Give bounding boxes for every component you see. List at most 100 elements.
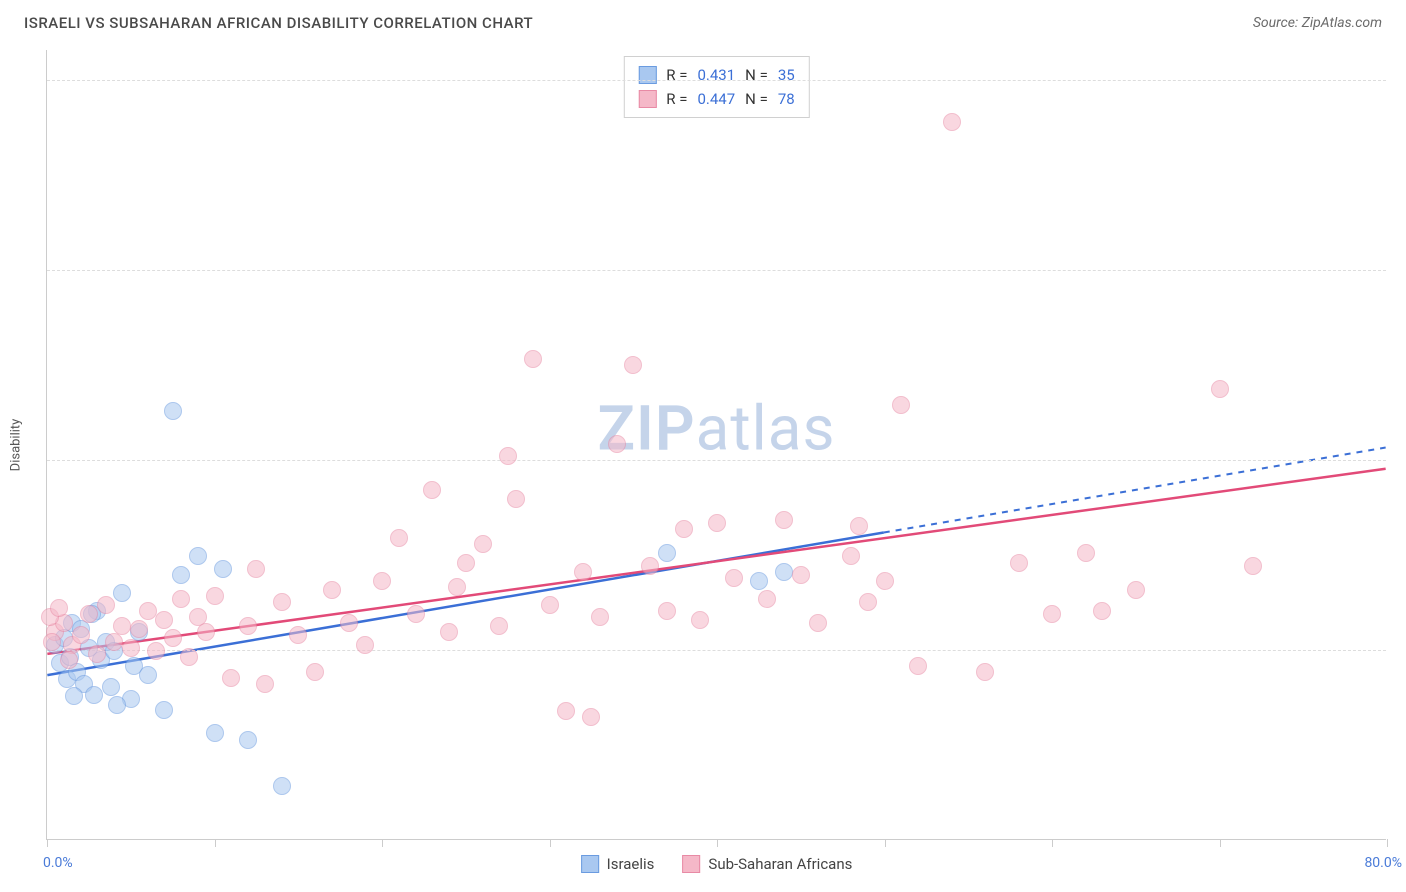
x-tick [550,839,551,847]
y-axis-label: Disability [9,419,24,472]
legend-label-israelis: Israelis [607,855,655,873]
point-subsaharan [976,663,994,681]
point-subsaharan [809,614,827,632]
point-subsaharan [130,620,148,638]
point-subsaharan [222,669,240,687]
label-R: R = [666,87,687,111]
point-subsaharan [725,569,743,587]
point-israelis [113,584,131,602]
gridline [47,270,1386,271]
point-subsaharan [239,617,257,635]
watermark-zip: ZIP [598,392,696,465]
chart-header: ISRAELI VS SUBSAHARAN AFRICAN DISABILITY… [0,0,1406,42]
point-subsaharan [72,626,90,644]
point-subsaharan [80,605,98,623]
point-israelis [65,687,83,705]
point-subsaharan [457,554,475,572]
point-subsaharan [541,596,559,614]
point-subsaharan [206,587,224,605]
legend-row-israelis: R = 0.431 N = 35 [638,63,794,87]
point-subsaharan [147,642,165,660]
point-subsaharan [574,563,592,581]
gridline [47,460,1386,461]
watermark-atlas: atlas [696,392,836,465]
point-subsaharan [1010,554,1028,572]
point-israelis [214,560,232,578]
x-tick [1220,839,1221,847]
point-subsaharan [164,629,182,647]
point-subsaharan [758,590,776,608]
watermark: ZIPatlas [598,392,836,465]
point-subsaharan [582,708,600,726]
series-legend: Israelis Sub-Saharan Africans [581,855,853,873]
point-subsaharan [850,517,868,535]
point-subsaharan [373,572,391,590]
point-subsaharan [490,617,508,635]
point-israelis [139,666,157,684]
point-subsaharan [423,481,441,499]
point-israelis [658,544,676,562]
point-subsaharan [557,702,575,720]
plot-area: ZIPatlas R = 0.431 N = 35 R = 0.447 N = … [46,50,1386,840]
point-subsaharan [390,529,408,547]
point-israelis [189,547,207,565]
point-subsaharan [876,572,894,590]
point-subsaharan [1127,581,1145,599]
x-axis-min-label: 0.0% [43,855,73,871]
chart-title: ISRAELI VS SUBSAHARAN AFRICAN DISABILITY… [24,14,533,32]
point-subsaharan [180,648,198,666]
point-israelis [775,563,793,581]
point-subsaharan [306,663,324,681]
value-R-subsaharan: 0.447 [697,87,735,111]
x-tick [1052,839,1053,847]
point-subsaharan [591,608,609,626]
label-N: N = [745,63,768,87]
point-subsaharan [909,657,927,675]
x-tick [382,839,383,847]
x-axis-max-label: 80.0% [1364,855,1402,871]
swatch-subsaharan [682,855,700,873]
swatch-israelis [581,855,599,873]
point-subsaharan [155,611,173,629]
point-subsaharan [842,547,860,565]
swatch-subsaharan [638,90,656,108]
legend-item-israelis: Israelis [581,855,655,873]
point-subsaharan [1093,602,1111,620]
point-israelis [155,701,173,719]
x-tick [717,839,718,847]
point-subsaharan [247,560,265,578]
point-subsaharan [172,590,190,608]
point-subsaharan [624,356,642,374]
point-israelis [102,678,120,696]
gridline [47,80,1386,81]
point-subsaharan [122,639,140,657]
point-israelis [108,696,126,714]
point-subsaharan [323,581,341,599]
point-subsaharan [440,623,458,641]
point-subsaharan [792,566,810,584]
point-subsaharan [943,113,961,131]
legend-row-subsaharan: R = 0.447 N = 78 [638,87,794,111]
label-N: N = [745,87,768,111]
point-israelis [239,731,257,749]
point-subsaharan [113,617,131,635]
legend-label-subsaharan: Sub-Saharan Africans [708,855,852,873]
point-subsaharan [1043,605,1061,623]
point-subsaharan [675,520,693,538]
label-R: R = [666,63,687,87]
point-subsaharan [60,651,78,669]
value-N-subsaharan: 78 [778,87,795,111]
point-subsaharan [608,435,626,453]
chart-container: Disability ZIPatlas R = 0.431 N = 35 R =… [46,50,1386,840]
trend-lines [47,50,1386,839]
point-subsaharan [641,557,659,575]
gridline [47,650,1386,651]
point-subsaharan [507,490,525,508]
point-subsaharan [256,675,274,693]
point-subsaharan [1077,544,1095,562]
point-subsaharan [273,593,291,611]
x-tick [215,839,216,847]
x-tick [1387,839,1388,847]
chart-source: Source: ZipAtlas.com [1253,15,1382,31]
point-israelis [750,572,768,590]
